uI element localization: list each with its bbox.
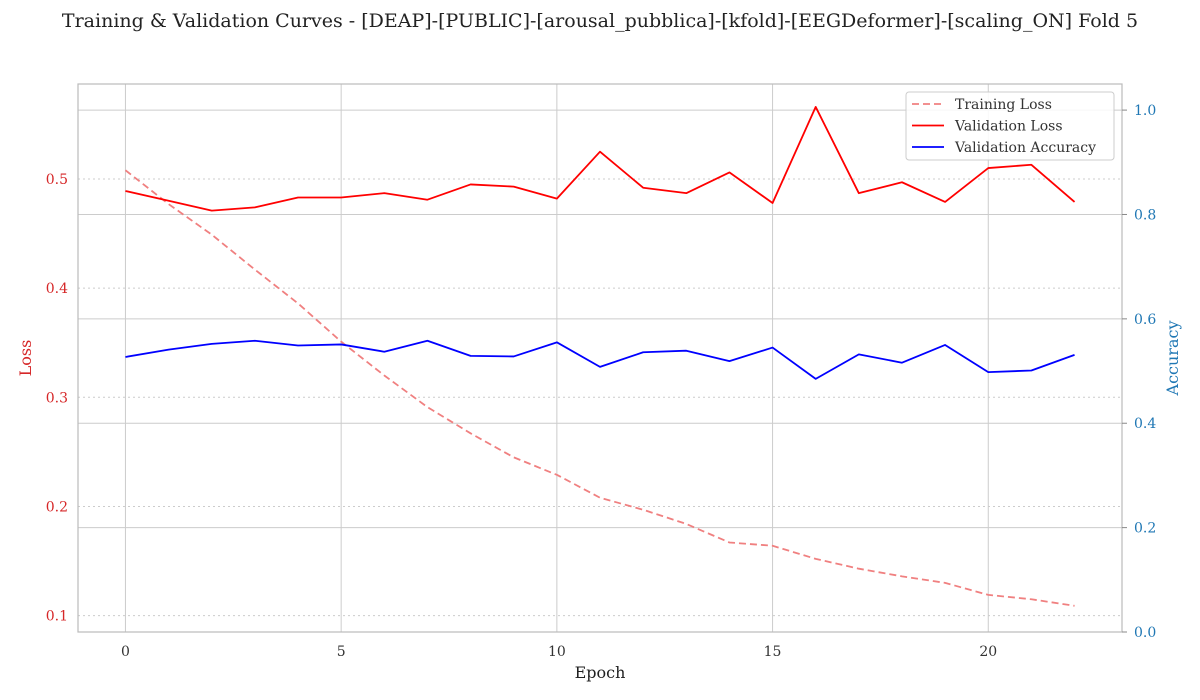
y-right-tick-label: 1.0 <box>1134 103 1156 119</box>
series-line-0 <box>124 169 1075 607</box>
y-left-tick-label: 0.5 <box>46 172 68 188</box>
y-right-axis-label: Accuracy <box>1163 321 1182 397</box>
x-tick-label: 0 <box>121 644 130 660</box>
y-left-tick-label: 0.2 <box>46 499 68 515</box>
y-left-axis-label: Loss <box>16 340 35 377</box>
series-line-2 <box>125 339 1075 380</box>
y-right-tick-label: 0.4 <box>1134 416 1156 432</box>
legend-box <box>905 91 1115 161</box>
legend: Training Loss Validation Loss Validation A… <box>905 91 1115 161</box>
legend-label-2: Validation Accuracy <box>954 140 1096 156</box>
plot-frame <box>77 83 1123 633</box>
series-layer <box>124 106 1076 607</box>
y-right-tick-label: 0.2 <box>1134 521 1156 537</box>
x-tick-label: 5 <box>337 644 346 660</box>
axis-layer: 0 5 10 15 20 0.1 0.2 0.3 0.4 0.5 0.0 0.2 0.4 0.6 0.8 1.… <box>16 83 1182 682</box>
series-line-1 <box>125 106 1076 212</box>
legend-label-1: Validation Loss <box>954 119 1063 135</box>
x-tick-label: 20 <box>979 644 997 660</box>
y-right-tick-label: 0.6 <box>1134 312 1156 328</box>
x-tick-label: 15 <box>764 644 782 660</box>
y-left-tick-label: 0.4 <box>46 281 68 297</box>
chart-title: Training & Validation Curves - [DEAP]-[P… <box>61 10 1139 32</box>
x-axis-label: Epoch <box>575 663 626 682</box>
y-left-tick-label: 0.1 <box>46 609 68 625</box>
y-left-tick-label: 0.3 <box>46 390 68 406</box>
y-right-tick-label: 0.0 <box>1134 625 1156 641</box>
x-tick-label: 10 <box>548 644 566 660</box>
legend-label-0: Training Loss <box>955 97 1052 113</box>
y-right-tick-label: 0.8 <box>1134 207 1156 223</box>
